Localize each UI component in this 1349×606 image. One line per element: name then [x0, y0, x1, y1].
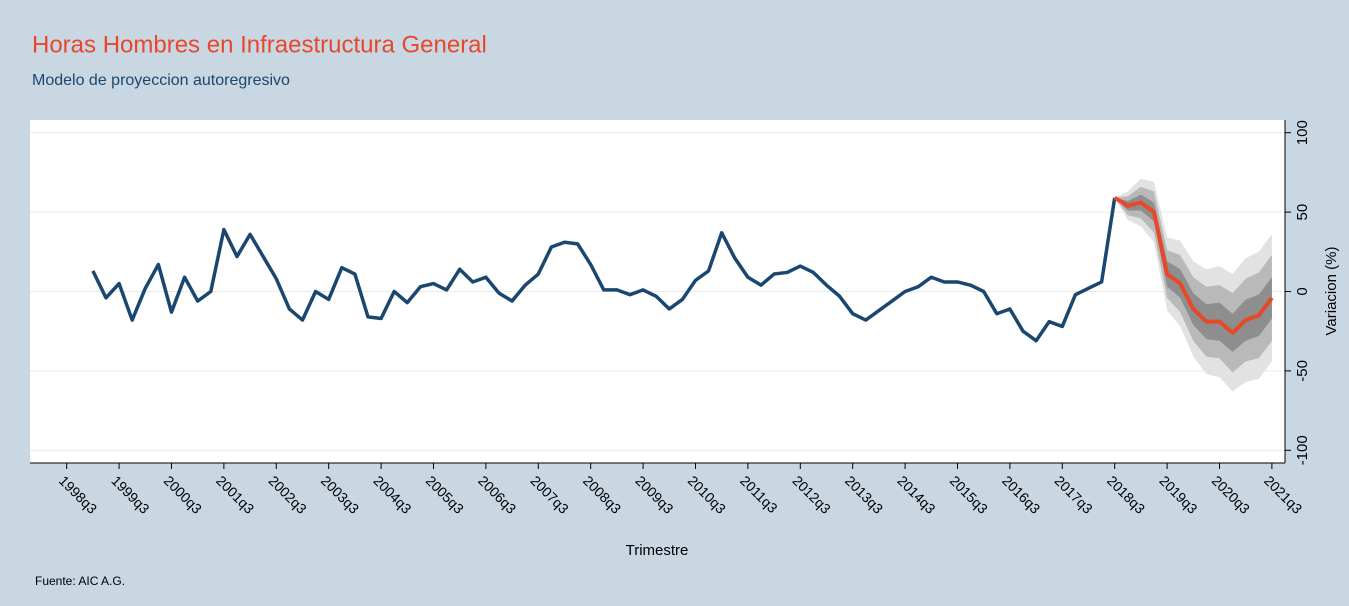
source-note: Fuente: AIC A.G.: [35, 574, 125, 588]
y-tick-label: -100: [1294, 435, 1311, 465]
y-axis-label: Variacion (%): [1323, 247, 1340, 336]
line-series: [1113, 196, 1274, 335]
chart-subtitle: Modelo de proyeccion autoregresivo: [32, 72, 290, 89]
x-axis-label: Trimestre: [626, 542, 689, 559]
forecast-band: [1114, 194, 1272, 352]
y-tick-label: 50: [1294, 204, 1311, 221]
chart-title: Horas Hombres en Infraestructura General: [32, 31, 487, 58]
line-series: [91, 197, 1117, 343]
y-tick-label: 0: [1294, 287, 1311, 295]
y-tick-label: -50: [1294, 360, 1311, 382]
y-tick-label: 100: [1294, 120, 1311, 145]
